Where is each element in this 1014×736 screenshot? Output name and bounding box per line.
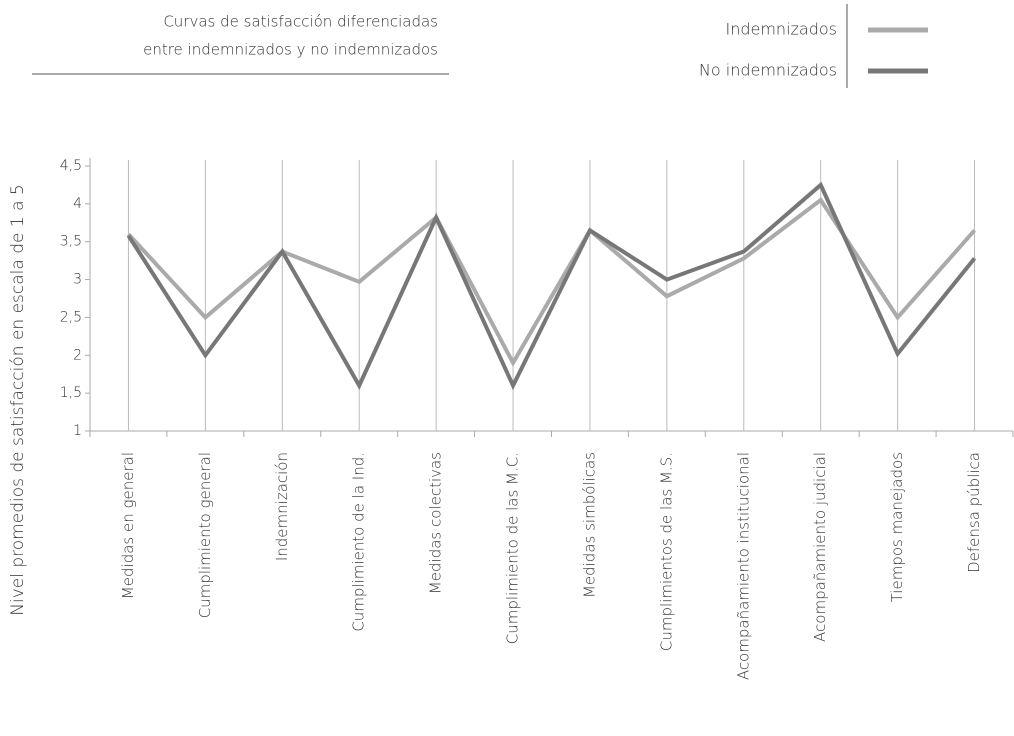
y-tick-label: 1,5	[60, 385, 82, 401]
legend-label: Indemnizados	[725, 20, 837, 39]
y-tick-label: 2	[73, 347, 82, 363]
line-series	[126, 181, 977, 391]
x-tick-label: Cumplimiento de las M.C.	[504, 452, 522, 644]
x-tick-label: Indemnización	[273, 452, 291, 561]
line-series	[126, 197, 977, 367]
x-tick-label: Defensa pública	[965, 452, 983, 573]
y-tick-label: 1	[73, 423, 82, 439]
y-tick-label: 3	[73, 272, 82, 288]
chart-title: Curvas de satisfacción diferenciadas	[163, 13, 438, 31]
x-tick-label: Cumplimiento general	[196, 452, 214, 618]
x-tick-label: Cumplimientos de las M.S.	[657, 452, 675, 651]
y-tick-label: 2,5	[60, 309, 82, 325]
y-tick-label: 4,5	[60, 158, 82, 174]
x-tick-label: Cumplimiento de la Ind.	[350, 452, 368, 632]
x-tick-label: Medidas simbólicas	[580, 452, 598, 598]
x-tick-label: Acompañamiento institucional	[734, 452, 752, 680]
x-tick-label: Medidas colectivas	[427, 452, 445, 594]
x-tick-label: Tiempos manejados	[888, 452, 906, 602]
chart-title: entre indemnizados y no indemnizados	[143, 41, 438, 59]
legend-label: No indemnizados	[699, 61, 837, 80]
y-axis-label: Nivel promedios de satisfacción en escal…	[8, 184, 28, 615]
x-tick-label: Medidas en general	[119, 452, 137, 599]
x-tick-label: Acompañamiento judicial	[811, 452, 829, 642]
y-tick-label: 3,5	[60, 234, 82, 250]
y-tick-label: 4	[73, 196, 82, 212]
